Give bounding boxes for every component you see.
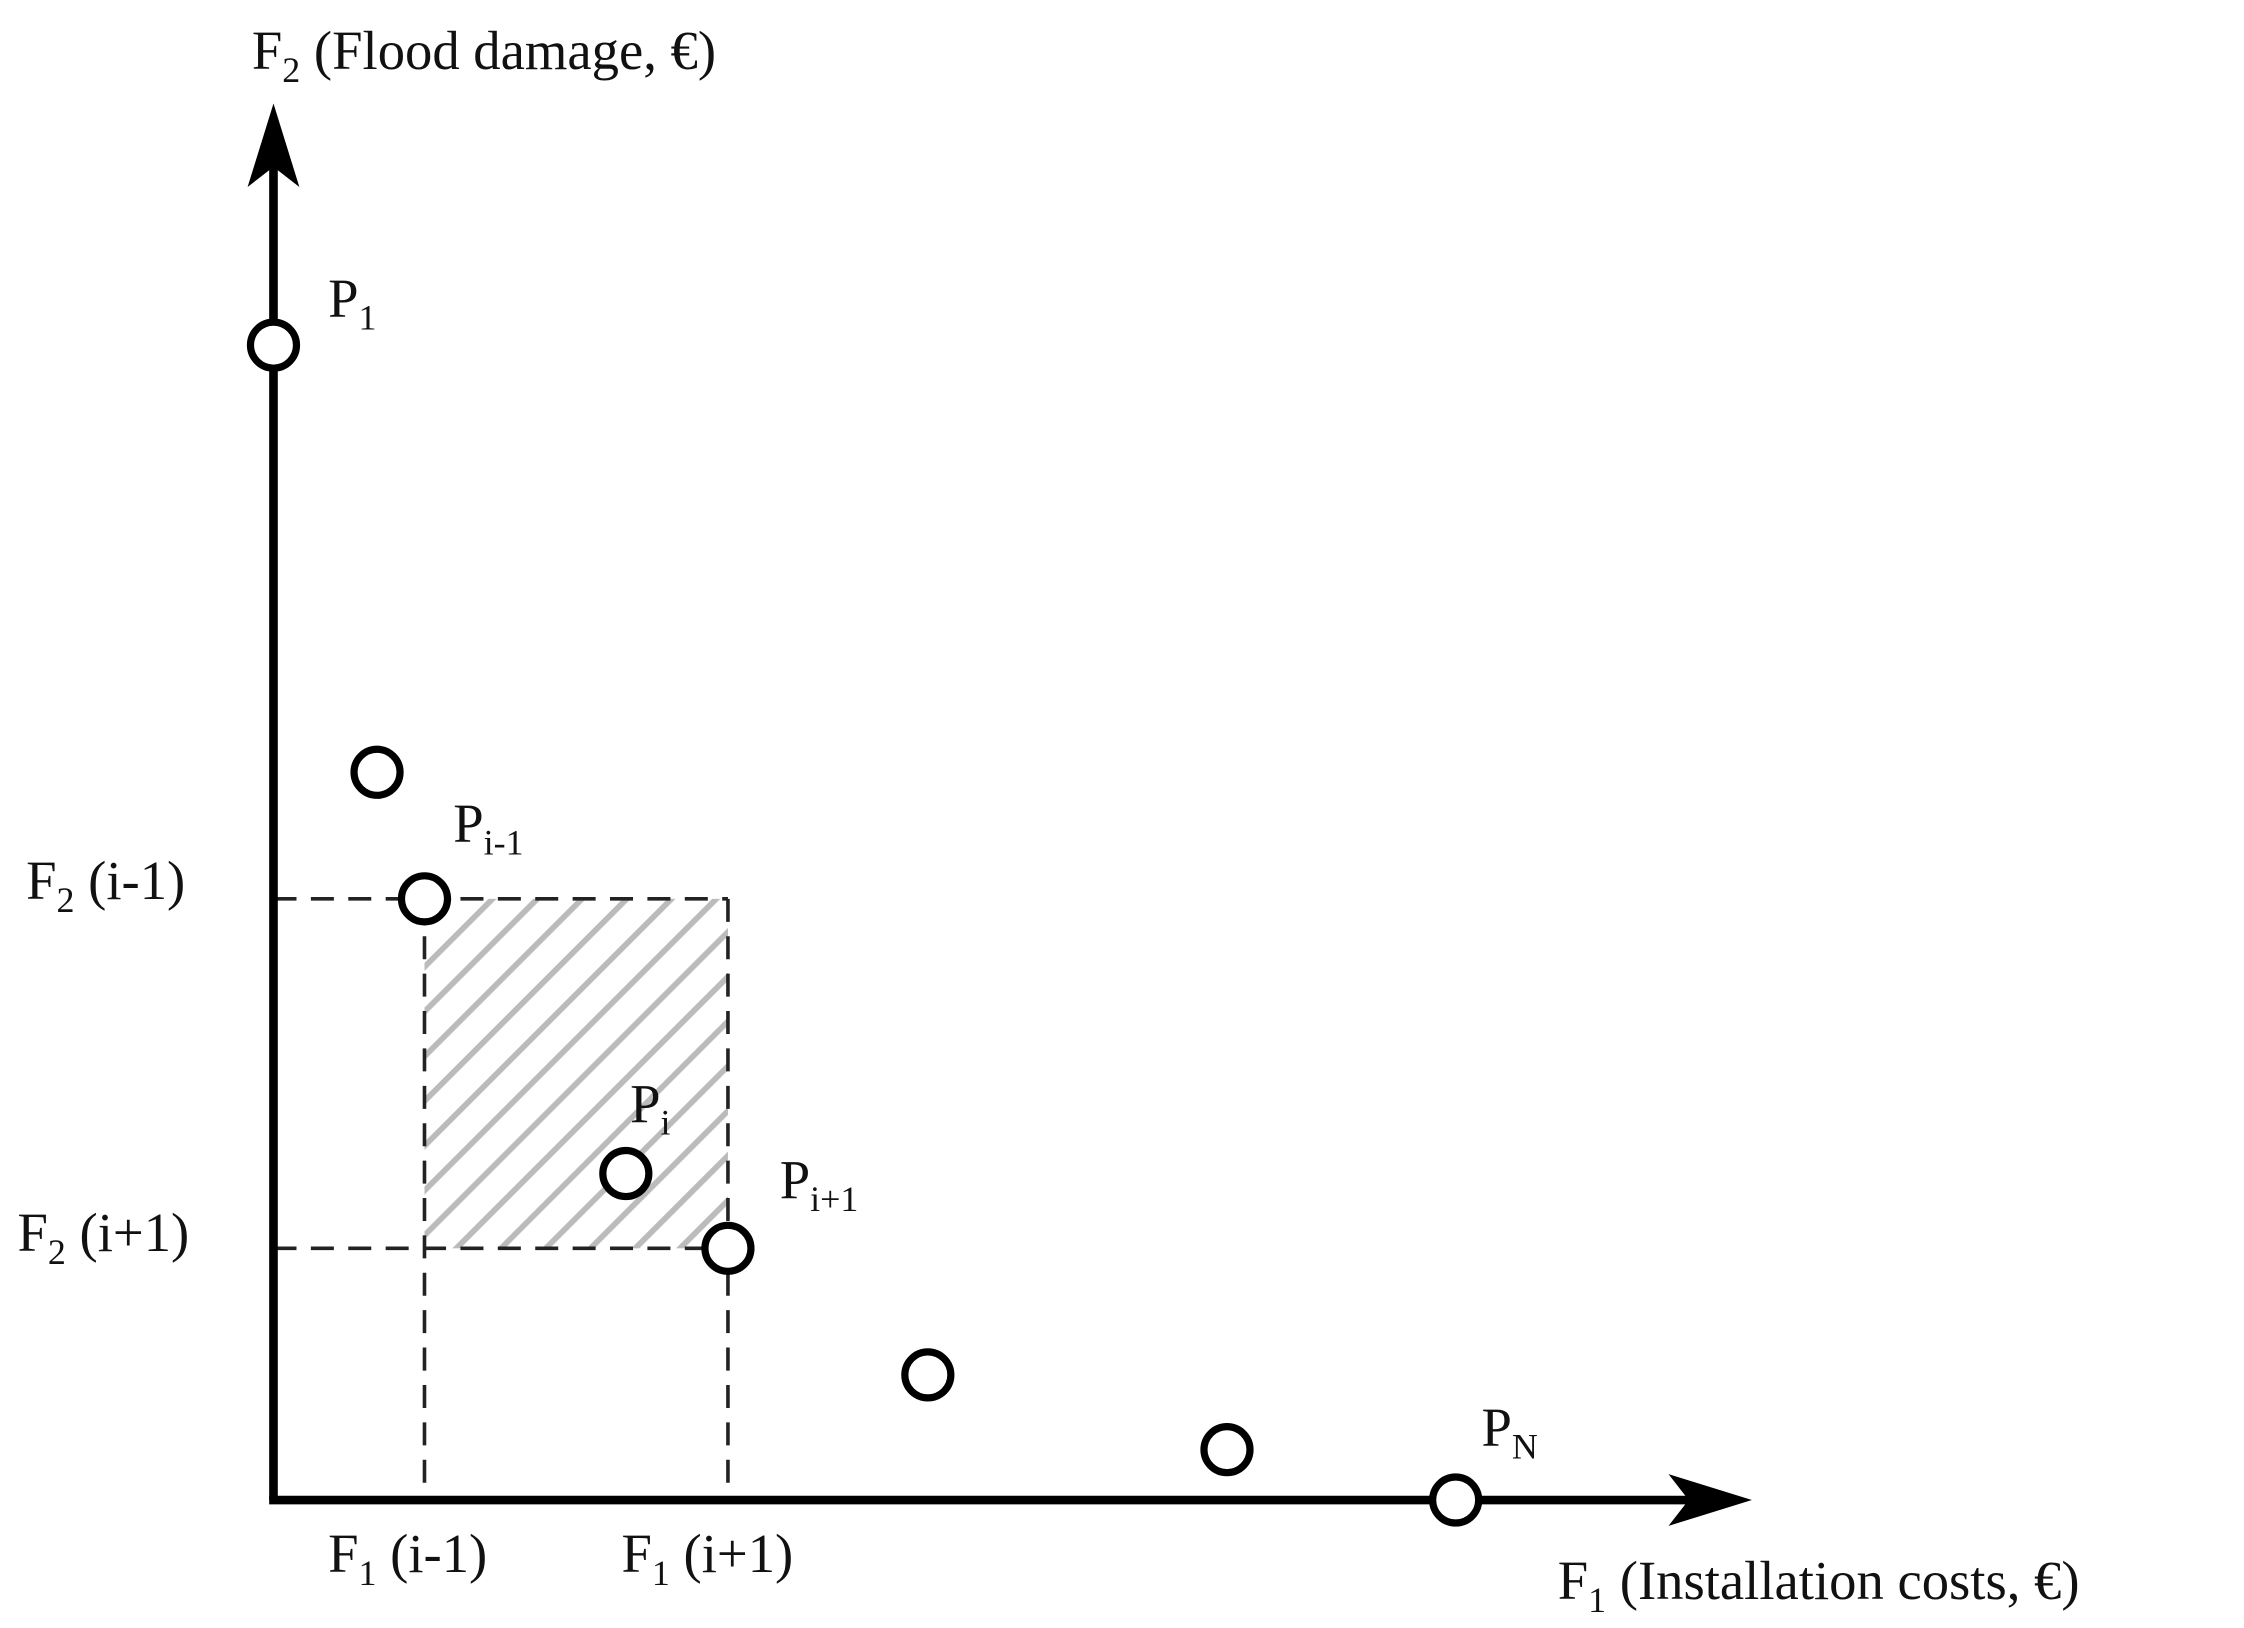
point: [1200, 1423, 1254, 1477]
points: [246, 318, 1483, 1527]
label-sub: i: [661, 1103, 671, 1143]
y-axis-label: F2 (Flood damage, €): [252, 20, 716, 90]
y-tick-label: F2 (i+1): [17, 1202, 189, 1272]
label-sub: 2: [282, 50, 300, 90]
label-rest: (i-1): [376, 1523, 487, 1584]
label-sub: i+1: [810, 1179, 858, 1219]
dashed-guides: [273, 897, 730, 1501]
label-rest: (i+1): [670, 1523, 793, 1584]
label-main: F: [328, 1523, 358, 1584]
label-main: P: [780, 1149, 810, 1210]
label-main: P: [453, 792, 483, 853]
point-label: PN: [1482, 1396, 1538, 1466]
point: [1429, 1473, 1483, 1527]
point-label: Pi-1: [453, 792, 523, 862]
label-main: F: [252, 20, 282, 81]
label-rest: (i+1): [66, 1202, 189, 1263]
point: [350, 745, 404, 799]
label-sub: 2: [48, 1232, 66, 1272]
label-sub: 2: [57, 880, 75, 920]
label-rest: (i-1): [74, 850, 185, 911]
label-main: F: [26, 850, 56, 911]
label-main: P: [328, 267, 358, 328]
point: [246, 318, 301, 372]
point: [397, 872, 452, 926]
label-rest: (Flood damage, €): [300, 20, 716, 81]
point-label: Pi+1: [780, 1149, 859, 1219]
label-sub: i-1: [484, 822, 524, 862]
x-tick-label: F1 (i+1): [622, 1523, 794, 1593]
label-sub: 1: [359, 1553, 377, 1593]
label-main: P: [630, 1073, 660, 1134]
point: [901, 1348, 955, 1402]
point-label: Pi: [630, 1073, 670, 1143]
x-arrow: [1668, 1474, 1752, 1526]
label-sub: 1: [652, 1553, 670, 1593]
label-main: F: [1558, 1550, 1588, 1611]
label-main: F: [17, 1202, 47, 1263]
label-main: P: [1482, 1396, 1512, 1457]
hatched-area: [424, 898, 728, 1249]
point-label: P1: [328, 267, 376, 337]
y-tick-label: F2 (i-1): [26, 850, 185, 920]
point: [599, 1146, 653, 1201]
label-sub: N: [1512, 1426, 1538, 1466]
x-tick-label: F1 (i-1): [328, 1523, 487, 1593]
label-rest: (Installation costs, €): [1606, 1550, 2079, 1611]
x-axis-label: F1 (Installation costs, €): [1558, 1550, 2080, 1620]
label-sub: 1: [1588, 1580, 1606, 1620]
label-main: F: [622, 1523, 652, 1584]
point: [701, 1221, 755, 1275]
label-sub: 1: [359, 297, 377, 337]
y-arrow: [247, 103, 300, 187]
